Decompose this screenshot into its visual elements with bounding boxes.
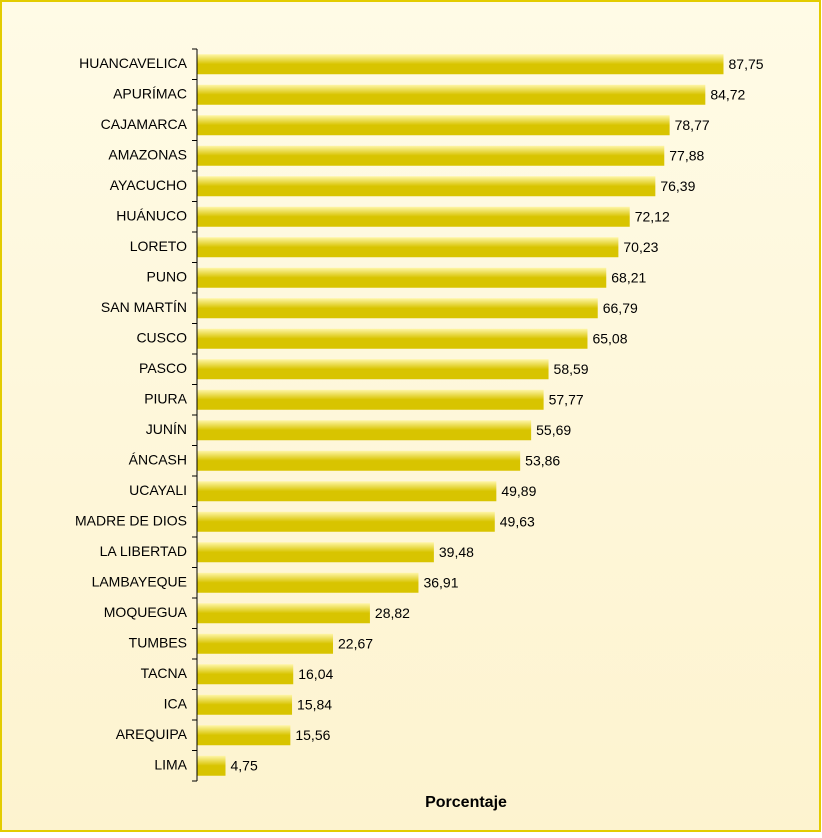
value-label: 58,59 bbox=[554, 361, 589, 377]
bar bbox=[197, 633, 334, 654]
value-label: 28,82 bbox=[375, 605, 410, 621]
y-tick-label: JUNÍN bbox=[146, 421, 187, 437]
bar bbox=[197, 359, 549, 380]
y-tick-label: ICA bbox=[164, 695, 188, 711]
bar bbox=[197, 542, 434, 563]
y-tick-label: AYACUCHO bbox=[110, 177, 187, 193]
value-label: 55,69 bbox=[536, 422, 571, 438]
value-label: 76,39 bbox=[660, 178, 695, 194]
y-tick-label: LORETO bbox=[130, 238, 187, 254]
value-label: 65,08 bbox=[592, 330, 627, 346]
value-label: 49,63 bbox=[500, 513, 535, 529]
y-tick-label: CAJAMARCA bbox=[101, 116, 188, 132]
value-label: 53,86 bbox=[525, 452, 560, 468]
bar bbox=[197, 664, 294, 685]
y-tick-label: LAMBAYEQUE bbox=[92, 573, 187, 589]
bar bbox=[197, 389, 544, 410]
y-tick-label: LA LIBERTAD bbox=[100, 543, 187, 559]
bar bbox=[197, 115, 670, 136]
y-tick-label: PUNO bbox=[147, 268, 188, 284]
bar bbox=[197, 420, 532, 441]
value-label: 22,67 bbox=[338, 635, 373, 651]
bar bbox=[197, 84, 706, 105]
y-tick-label: UCAYALI bbox=[129, 482, 187, 498]
bar bbox=[197, 237, 619, 258]
bar bbox=[197, 176, 656, 197]
bar bbox=[197, 481, 497, 502]
value-label: 66,79 bbox=[603, 300, 638, 316]
value-label: 57,77 bbox=[549, 391, 584, 407]
value-label: 68,21 bbox=[611, 269, 646, 285]
bar bbox=[197, 298, 598, 319]
y-tick-label: PASCO bbox=[139, 360, 187, 376]
bar bbox=[197, 206, 630, 227]
bar bbox=[197, 694, 293, 715]
value-label: 78,77 bbox=[675, 117, 710, 133]
y-tick-label: LIMA bbox=[154, 756, 187, 772]
bar bbox=[197, 511, 495, 532]
value-label: 4,75 bbox=[231, 757, 258, 773]
value-label: 49,89 bbox=[501, 483, 536, 499]
value-label: 36,91 bbox=[423, 574, 458, 590]
value-label: 16,04 bbox=[298, 666, 333, 682]
bar bbox=[197, 54, 724, 75]
value-label: 15,84 bbox=[297, 696, 332, 712]
value-label: 87,75 bbox=[729, 56, 764, 72]
y-tick-label: TUMBES bbox=[129, 634, 187, 650]
y-tick-label: APURÍMAC bbox=[113, 85, 187, 101]
bar bbox=[197, 450, 521, 471]
y-tick-label: ÁNCASH bbox=[129, 451, 187, 467]
value-label: 70,23 bbox=[623, 239, 658, 255]
y-tick-label: AREQUIPA bbox=[116, 726, 188, 742]
bar bbox=[197, 267, 607, 288]
value-label: 39,48 bbox=[439, 544, 474, 560]
y-tick-label: SAN MARTÍN bbox=[101, 299, 187, 315]
bar bbox=[197, 603, 370, 624]
y-tick-label: AMAZONAS bbox=[108, 146, 187, 162]
bar bbox=[197, 328, 588, 349]
value-label: 77,88 bbox=[669, 147, 704, 163]
bar bbox=[197, 725, 291, 746]
value-label: 72,12 bbox=[635, 208, 670, 224]
y-tick-label: TACNA bbox=[141, 665, 188, 681]
y-tick-label: MADRE DE DIOS bbox=[75, 512, 187, 528]
y-tick-label: HUÁNUCO bbox=[116, 207, 187, 223]
bar bbox=[197, 145, 665, 166]
bar bbox=[197, 755, 226, 776]
value-label: 84,72 bbox=[710, 86, 745, 102]
y-tick-label: HUANCAVELICA bbox=[79, 55, 188, 71]
value-label: 15,56 bbox=[295, 727, 330, 743]
y-tick-label: CUSCO bbox=[136, 329, 187, 345]
bar bbox=[197, 572, 419, 593]
y-tick-label: PIURA bbox=[144, 390, 187, 406]
x-axis-label: Porcentaje bbox=[425, 794, 507, 811]
y-tick-label: MOQUEGUA bbox=[104, 604, 188, 620]
